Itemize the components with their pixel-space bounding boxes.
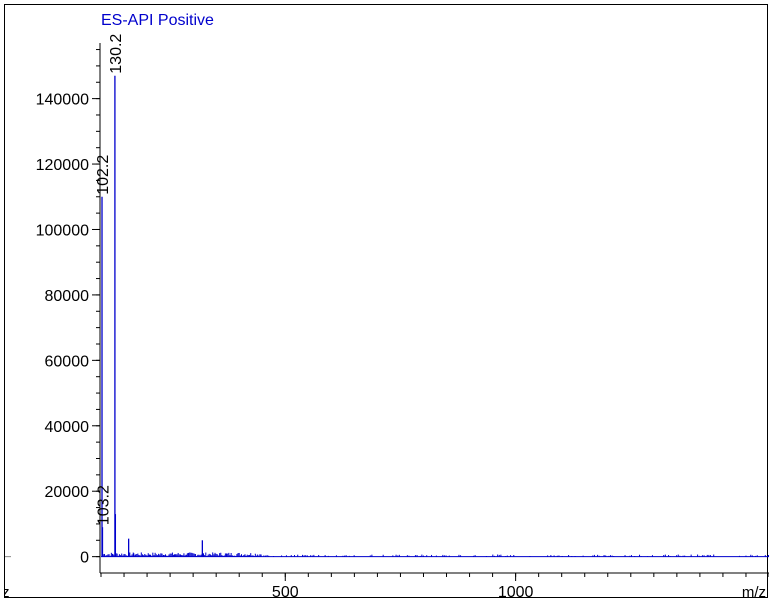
y-tick-label: 0: [80, 550, 89, 567]
y-tick-label: 120000: [36, 157, 89, 174]
y-tick-label: 100000: [36, 222, 89, 239]
peak-label: 102.2: [95, 155, 112, 195]
peak-label: 103.2: [95, 485, 112, 525]
y-tick-label: 60000: [45, 353, 90, 370]
x-tick-label: 500: [272, 584, 299, 599]
spectrum-series: [101, 75, 769, 558]
peak-labels: 102.2 103.2 130.2: [95, 34, 125, 526]
peak-label: 130.2: [108, 34, 125, 74]
y-axis: 0 20000 40000 60000 80000 100000 120000 140000: [5, 43, 101, 573]
x-axis-label-left-clipped: z: [5, 584, 10, 599]
x-axis: 500 1000: [100, 572, 769, 599]
chart-frame: ES-API Positive 0 20000 40000 60000 80000 100…: [4, 4, 769, 599]
x-tick-label: 1000: [498, 584, 534, 599]
y-tick-label: 140000: [36, 92, 89, 109]
chart-title: ES-API Positive: [101, 12, 214, 29]
y-tick-label: 80000: [45, 288, 90, 305]
mass-spectrum-chart: ES-API Positive 0 20000 40000 60000 80000 100…: [5, 12, 769, 599]
x-axis-label: m/z: [742, 584, 766, 599]
y-tick-label: 40000: [45, 419, 90, 436]
y-tick-label: 20000: [45, 484, 90, 501]
